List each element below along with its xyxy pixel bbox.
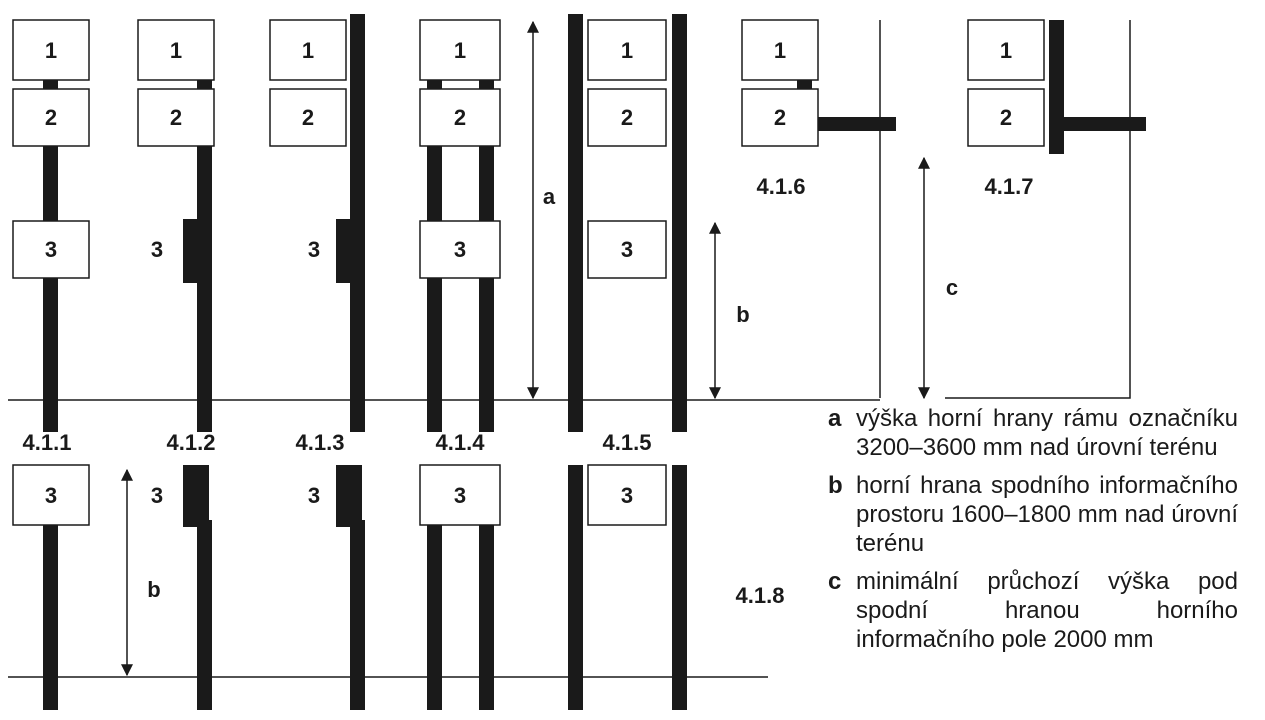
svg-text:2: 2 xyxy=(774,105,786,130)
variant-4-1-5-lower: 3 xyxy=(568,464,687,710)
figure-label-4-1-3: 4.1.3 xyxy=(296,430,345,455)
svg-text:3: 3 xyxy=(45,237,57,262)
panel-3-side xyxy=(336,219,351,283)
figure-label-4-1-4: 4.1.4 xyxy=(436,430,486,455)
variant-4-1-3: 1 2 3 xyxy=(269,14,365,432)
panel-3 xyxy=(419,464,501,526)
svg-text:1: 1 xyxy=(1000,38,1012,63)
legend-text: výška horní hrany rámu označníku 3200–36… xyxy=(856,405,1238,461)
svg-text:2: 2 xyxy=(454,105,466,130)
variant-4-1-6: 1 2 xyxy=(741,19,896,398)
panel-3 xyxy=(419,220,501,279)
figure-label-4-1-6: 4.1.6 xyxy=(757,174,806,199)
panel-2 xyxy=(12,88,90,147)
panel-1 xyxy=(741,19,819,81)
dimension-c-label: c xyxy=(946,275,958,300)
dimension-b-label-bottom: b xyxy=(147,577,160,602)
variant-4-1-2: 1 2 3 xyxy=(137,19,215,432)
variant-4-1-1-lower: 3 xyxy=(12,464,90,710)
variant-4-1-5: 1 2 3 xyxy=(568,14,687,432)
panel-3-side xyxy=(183,465,209,527)
svg-text:3: 3 xyxy=(454,483,466,508)
dimension-b-label-top: b xyxy=(736,302,749,327)
svg-text:1: 1 xyxy=(45,38,57,63)
panel-3 xyxy=(12,464,90,526)
legend-key: b xyxy=(828,472,843,499)
svg-text:1: 1 xyxy=(302,38,314,63)
panel-3 xyxy=(587,220,667,279)
svg-text:3: 3 xyxy=(151,483,163,508)
figure-label-4-1-2: 4.1.2 xyxy=(167,430,216,455)
legend-item-b: b horní hrana spodního informačního pros… xyxy=(828,471,1238,558)
panel-2 xyxy=(269,88,347,147)
variant-4-1-1: 1 2 3 xyxy=(12,19,90,432)
svg-text:1: 1 xyxy=(454,38,466,63)
panel-2 xyxy=(741,88,819,147)
figure-label-4-1-1: 4.1.1 xyxy=(23,430,72,455)
panel-1 xyxy=(967,19,1045,81)
panel-2 xyxy=(419,88,501,147)
svg-text:3: 3 xyxy=(308,237,320,262)
svg-text:3: 3 xyxy=(621,483,633,508)
panel-1 xyxy=(587,19,667,81)
svg-text:3: 3 xyxy=(151,237,163,262)
figure-label-4-1-5: 4.1.5 xyxy=(603,430,652,455)
legend-key: a xyxy=(828,405,842,432)
panel-2 xyxy=(587,88,667,147)
legend-text: horní hrana spodního informačního prosto… xyxy=(856,472,1238,557)
svg-text:3: 3 xyxy=(308,483,320,508)
svg-text:1: 1 xyxy=(170,38,182,63)
panel-1 xyxy=(137,19,215,81)
legend: a výška horní hrany rámu označníku 3200–… xyxy=(828,404,1238,663)
panel-1 xyxy=(12,19,90,81)
panel-3 xyxy=(587,464,667,526)
legend-text: minimální průchozí výška pod spodní hran… xyxy=(856,568,1238,653)
variant-4-1-3-lower: 3 xyxy=(308,465,365,710)
legend-item-c: c minimální průchozí výška pod spodní hr… xyxy=(828,567,1238,654)
svg-text:2: 2 xyxy=(45,105,57,130)
panel-2 xyxy=(967,88,1045,147)
svg-text:2: 2 xyxy=(170,105,182,130)
svg-text:3: 3 xyxy=(45,483,57,508)
svg-text:3: 3 xyxy=(454,237,466,262)
svg-text:2: 2 xyxy=(621,105,633,130)
svg-text:1: 1 xyxy=(621,38,633,63)
panel-3 xyxy=(12,220,90,279)
panel-1 xyxy=(419,19,501,81)
variant-4-1-2-lower: 3 xyxy=(151,465,212,710)
panel-3-side xyxy=(336,465,362,527)
panel-2 xyxy=(137,88,215,147)
svg-text:3: 3 xyxy=(621,237,633,262)
legend-item-a: a výška horní hrany rámu označníku 3200–… xyxy=(828,404,1238,462)
variant-4-1-4: 1 2 3 xyxy=(419,19,501,432)
panel-1 xyxy=(269,19,347,81)
dimension-a-label: a xyxy=(543,184,556,209)
variant-4-1-4-lower: 3 xyxy=(419,464,501,710)
figure-label-4-1-8: 4.1.8 xyxy=(736,583,785,608)
svg-text:1: 1 xyxy=(774,38,786,63)
svg-text:2: 2 xyxy=(1000,105,1012,130)
figure-label-4-1-7: 4.1.7 xyxy=(985,174,1034,199)
variant-4-1-7: 1 2 xyxy=(945,19,1146,399)
legend-key: c xyxy=(828,568,842,595)
panel-3-side xyxy=(183,219,198,283)
svg-text:2: 2 xyxy=(302,105,314,130)
